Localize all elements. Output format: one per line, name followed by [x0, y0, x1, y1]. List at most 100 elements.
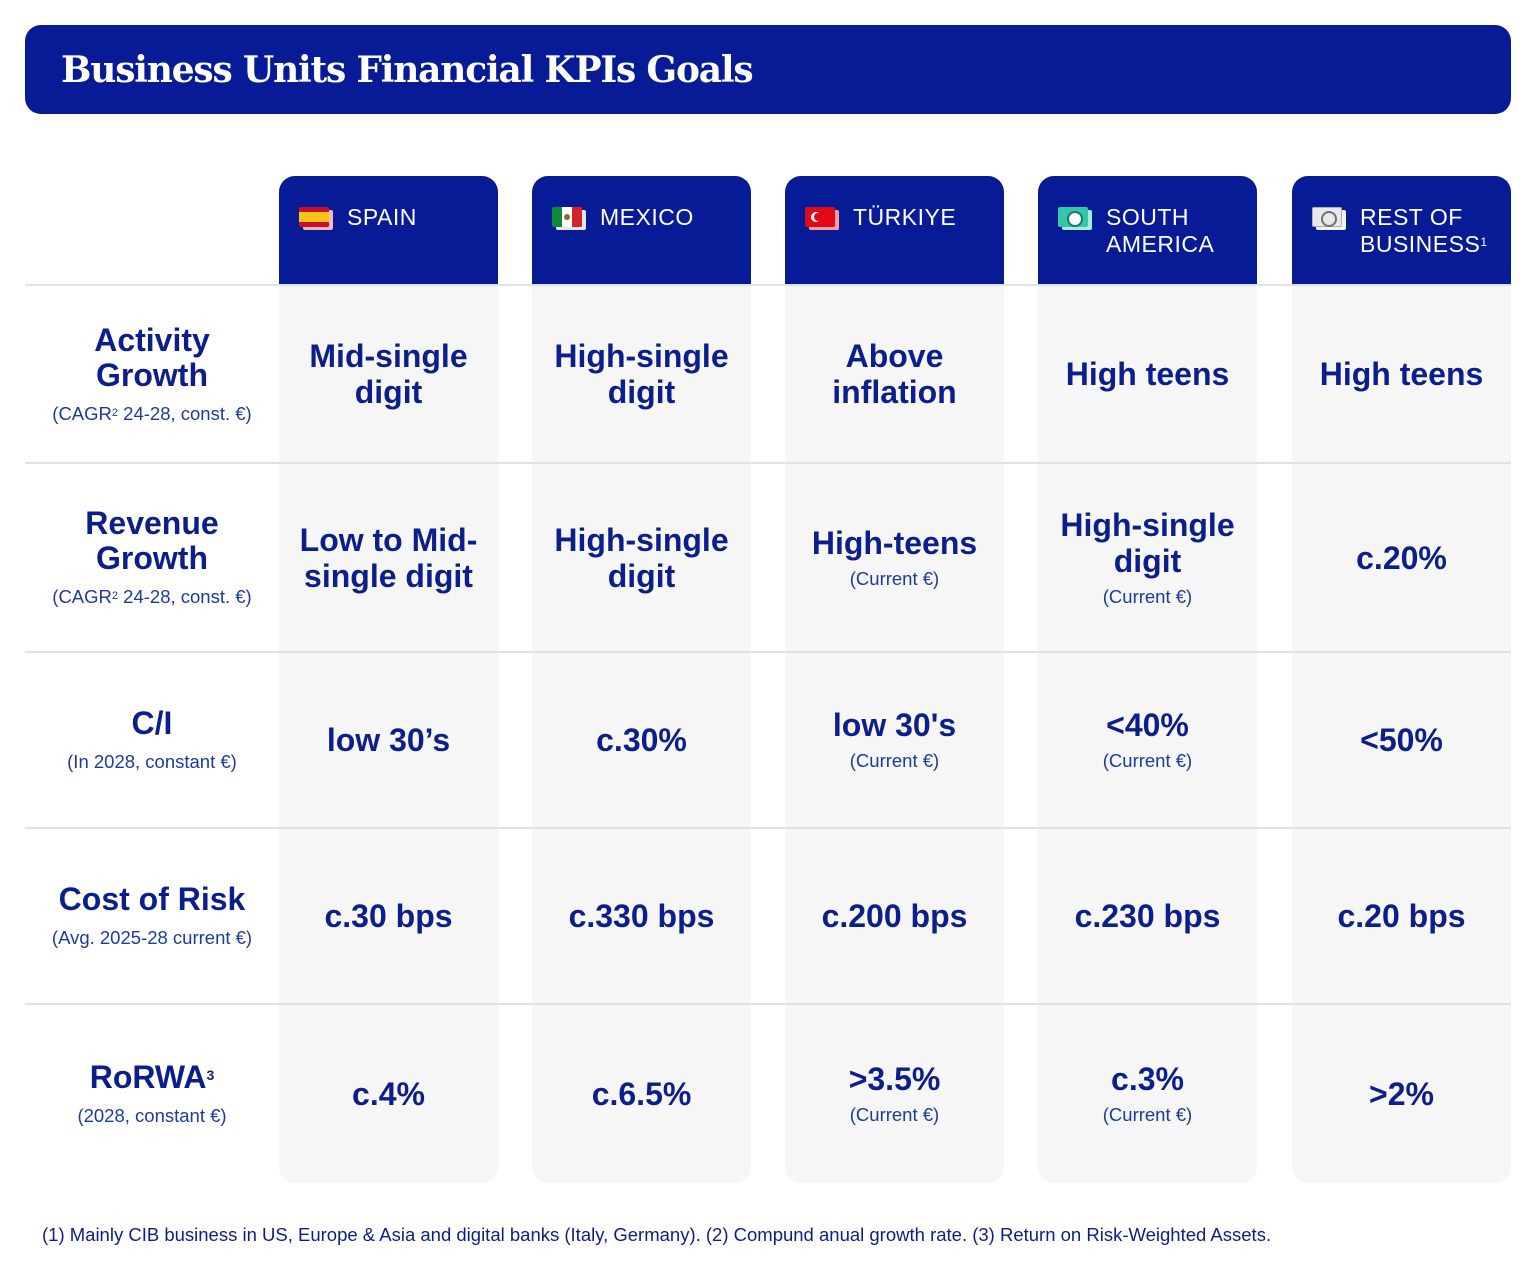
- flag-south-america-icon: [1058, 207, 1088, 227]
- row-label-subtitle: (In 2028, constant €): [67, 750, 237, 774]
- row-label-title-text: Cost of Risk: [58, 881, 246, 917]
- row-label-subtitle-text: 24-28, const. €): [118, 586, 252, 607]
- column-header-label: SOUTH AMERICA: [1106, 204, 1214, 258]
- footnote-marker: 1: [1480, 235, 1488, 249]
- column-header-text: TÜRKIYE: [853, 204, 957, 230]
- footnote-marker: 3: [206, 1066, 215, 1083]
- kpi-value: High teens: [1065, 356, 1230, 392]
- row-label-title-text: Activity Growth: [94, 321, 210, 393]
- column-background: [1038, 176, 1257, 1183]
- kpi-value: Mid-single digit: [309, 338, 468, 410]
- kpi-value: c.30%: [596, 722, 687, 758]
- row-label-subtitle: (CAGR2 24-28, const. €): [52, 402, 251, 426]
- column-header-text: REST OF BUSINESS: [1360, 204, 1481, 257]
- kpi-value: c.200 bps: [821, 898, 968, 934]
- flag-mexico-icon: [552, 207, 582, 227]
- row-label-subtitle-text: (Avg. 2025-28 current €): [51, 927, 253, 948]
- column-background: [785, 176, 1004, 1183]
- kpi-value-note: (Current €): [849, 567, 940, 589]
- kpi-value: c.230 bps: [1074, 898, 1221, 934]
- row-label-title: Revenue Growth: [85, 506, 218, 576]
- kpi-value: High-single digit: [554, 338, 729, 410]
- row-divider: [25, 284, 1511, 286]
- kpi-value-cell: c.20%: [1292, 463, 1511, 652]
- row-label-subtitle: (2028, constant €): [77, 1104, 226, 1128]
- column-header: SOUTH AMERICA: [1038, 176, 1257, 285]
- column-header-label: SPAIN: [347, 204, 417, 231]
- footnote: (1) Mainly CIB business in US, Europe & …: [42, 1224, 1272, 1245]
- row-label: RoRWA3 (2028, constant €): [25, 1004, 279, 1183]
- row-divider: [25, 1003, 1511, 1005]
- kpi-value-note: (Current €): [1102, 585, 1193, 607]
- row-label-subtitle-text: (2028, constant €): [77, 1104, 227, 1126]
- column-header: MEXICO: [532, 176, 751, 285]
- kpi-value: >3.5%: [848, 1060, 941, 1097]
- row-label-title: Activity Growth: [94, 321, 210, 393]
- column-header-label: TÜRKIYE: [853, 204, 956, 231]
- row-label: Cost of Risk (Avg. 2025-28 current €): [25, 828, 279, 1004]
- row-label-title-text: Revenue Growth: [85, 505, 219, 576]
- kpi-value-cell: High-teens (Current €): [785, 463, 1004, 652]
- kpi-value: c.6.5%: [591, 1075, 692, 1112]
- column-background: [1292, 176, 1511, 1183]
- row-label-subtitle-text: (In 2028, constant €): [67, 751, 237, 772]
- kpi-value-cell: c.200 bps: [785, 828, 1004, 1004]
- row-label-subtitle-text: (CAGR: [52, 586, 112, 607]
- kpi-value-cell: c.20 bps: [1292, 828, 1511, 1004]
- column-header-text: SPAIN: [347, 204, 417, 230]
- kpi-value-cell: Low to Mid- single digit: [279, 463, 498, 652]
- row-label-title-text: C/I: [131, 705, 173, 741]
- kpi-value-cell: low 30’s: [279, 652, 498, 828]
- row-label-subtitle: (CAGR2 24-28, const. €): [52, 585, 251, 609]
- kpi-value-cell: High-single digit: [532, 285, 751, 463]
- column-header: SPAIN: [279, 176, 498, 285]
- kpi-value: <40%: [1106, 707, 1189, 743]
- kpi-value-cell: c.230 bps: [1038, 828, 1257, 1004]
- kpi-value-cell: c.4%: [279, 1004, 498, 1183]
- row-label: Activity Growth (CAGR2 24-28, const. €): [25, 285, 279, 463]
- kpi-value-note: (Current €): [1102, 1103, 1193, 1125]
- column-background: [279, 176, 498, 1183]
- kpi-value: c.20%: [1356, 539, 1447, 576]
- row-label-title: C/I: [132, 706, 173, 741]
- column-header: REST OF BUSINESS1: [1292, 176, 1511, 285]
- kpi-value: c.3%: [1111, 1060, 1184, 1097]
- kpi-value: Above inflation: [832, 338, 957, 410]
- kpi-value: <50%: [1360, 722, 1443, 758]
- kpi-value-note: (Current €): [849, 750, 940, 771]
- kpi-value: High teens: [1319, 356, 1484, 392]
- globe-icon: [1312, 207, 1342, 227]
- kpi-value-cell: <50%: [1292, 652, 1511, 828]
- column-background: [532, 176, 751, 1183]
- row-label-subtitle: (Avg. 2025-28 current €): [52, 926, 252, 950]
- kpi-value-note: (Current €): [849, 1103, 940, 1125]
- kpi-value-cell: c.3% (Current €): [1038, 1004, 1257, 1183]
- kpi-value-cell: c.330 bps: [532, 828, 751, 1004]
- kpi-value-cell: c.30 bps: [279, 828, 498, 1004]
- kpi-value-cell: low 30's (Current €): [785, 652, 1004, 828]
- kpi-value: low 30’s: [326, 722, 451, 758]
- column-header-text: MEXICO: [600, 204, 694, 230]
- flag-turkiye-icon: [805, 207, 835, 227]
- kpi-value: >2%: [1369, 1075, 1434, 1112]
- row-divider: [25, 462, 1511, 464]
- kpi-value-cell: >3.5% (Current €): [785, 1004, 1004, 1183]
- kpi-value-cell: Mid-single digit: [279, 285, 498, 463]
- column-header-text: SOUTH AMERICA: [1106, 204, 1215, 257]
- kpi-value: High-single digit: [554, 521, 729, 594]
- page-title: Business Units Financial KPIs Goals: [61, 48, 754, 91]
- kpi-value-cell: High teens: [1292, 285, 1511, 463]
- kpi-value-cell: High teens: [1038, 285, 1257, 463]
- row-label: C/I (In 2028, constant €): [25, 652, 279, 828]
- kpi-value-cell: c.6.5%: [532, 1004, 751, 1183]
- flag-spain-icon: [299, 207, 329, 227]
- kpi-value-cell: High-single digit: [532, 463, 751, 652]
- kpi-value-cell: <40% (Current €): [1038, 652, 1257, 828]
- kpi-value: Low to Mid- single digit: [299, 521, 478, 594]
- kpi-value: High-teens: [811, 524, 978, 561]
- column-header-label: REST OF BUSINESS1: [1360, 204, 1488, 258]
- row-label-title: RoRWA3: [90, 1059, 215, 1095]
- kpi-value-cell: c.30%: [532, 652, 751, 828]
- row-label-title: Cost of Risk: [59, 882, 246, 917]
- kpi-value-cell: Above inflation: [785, 285, 1004, 463]
